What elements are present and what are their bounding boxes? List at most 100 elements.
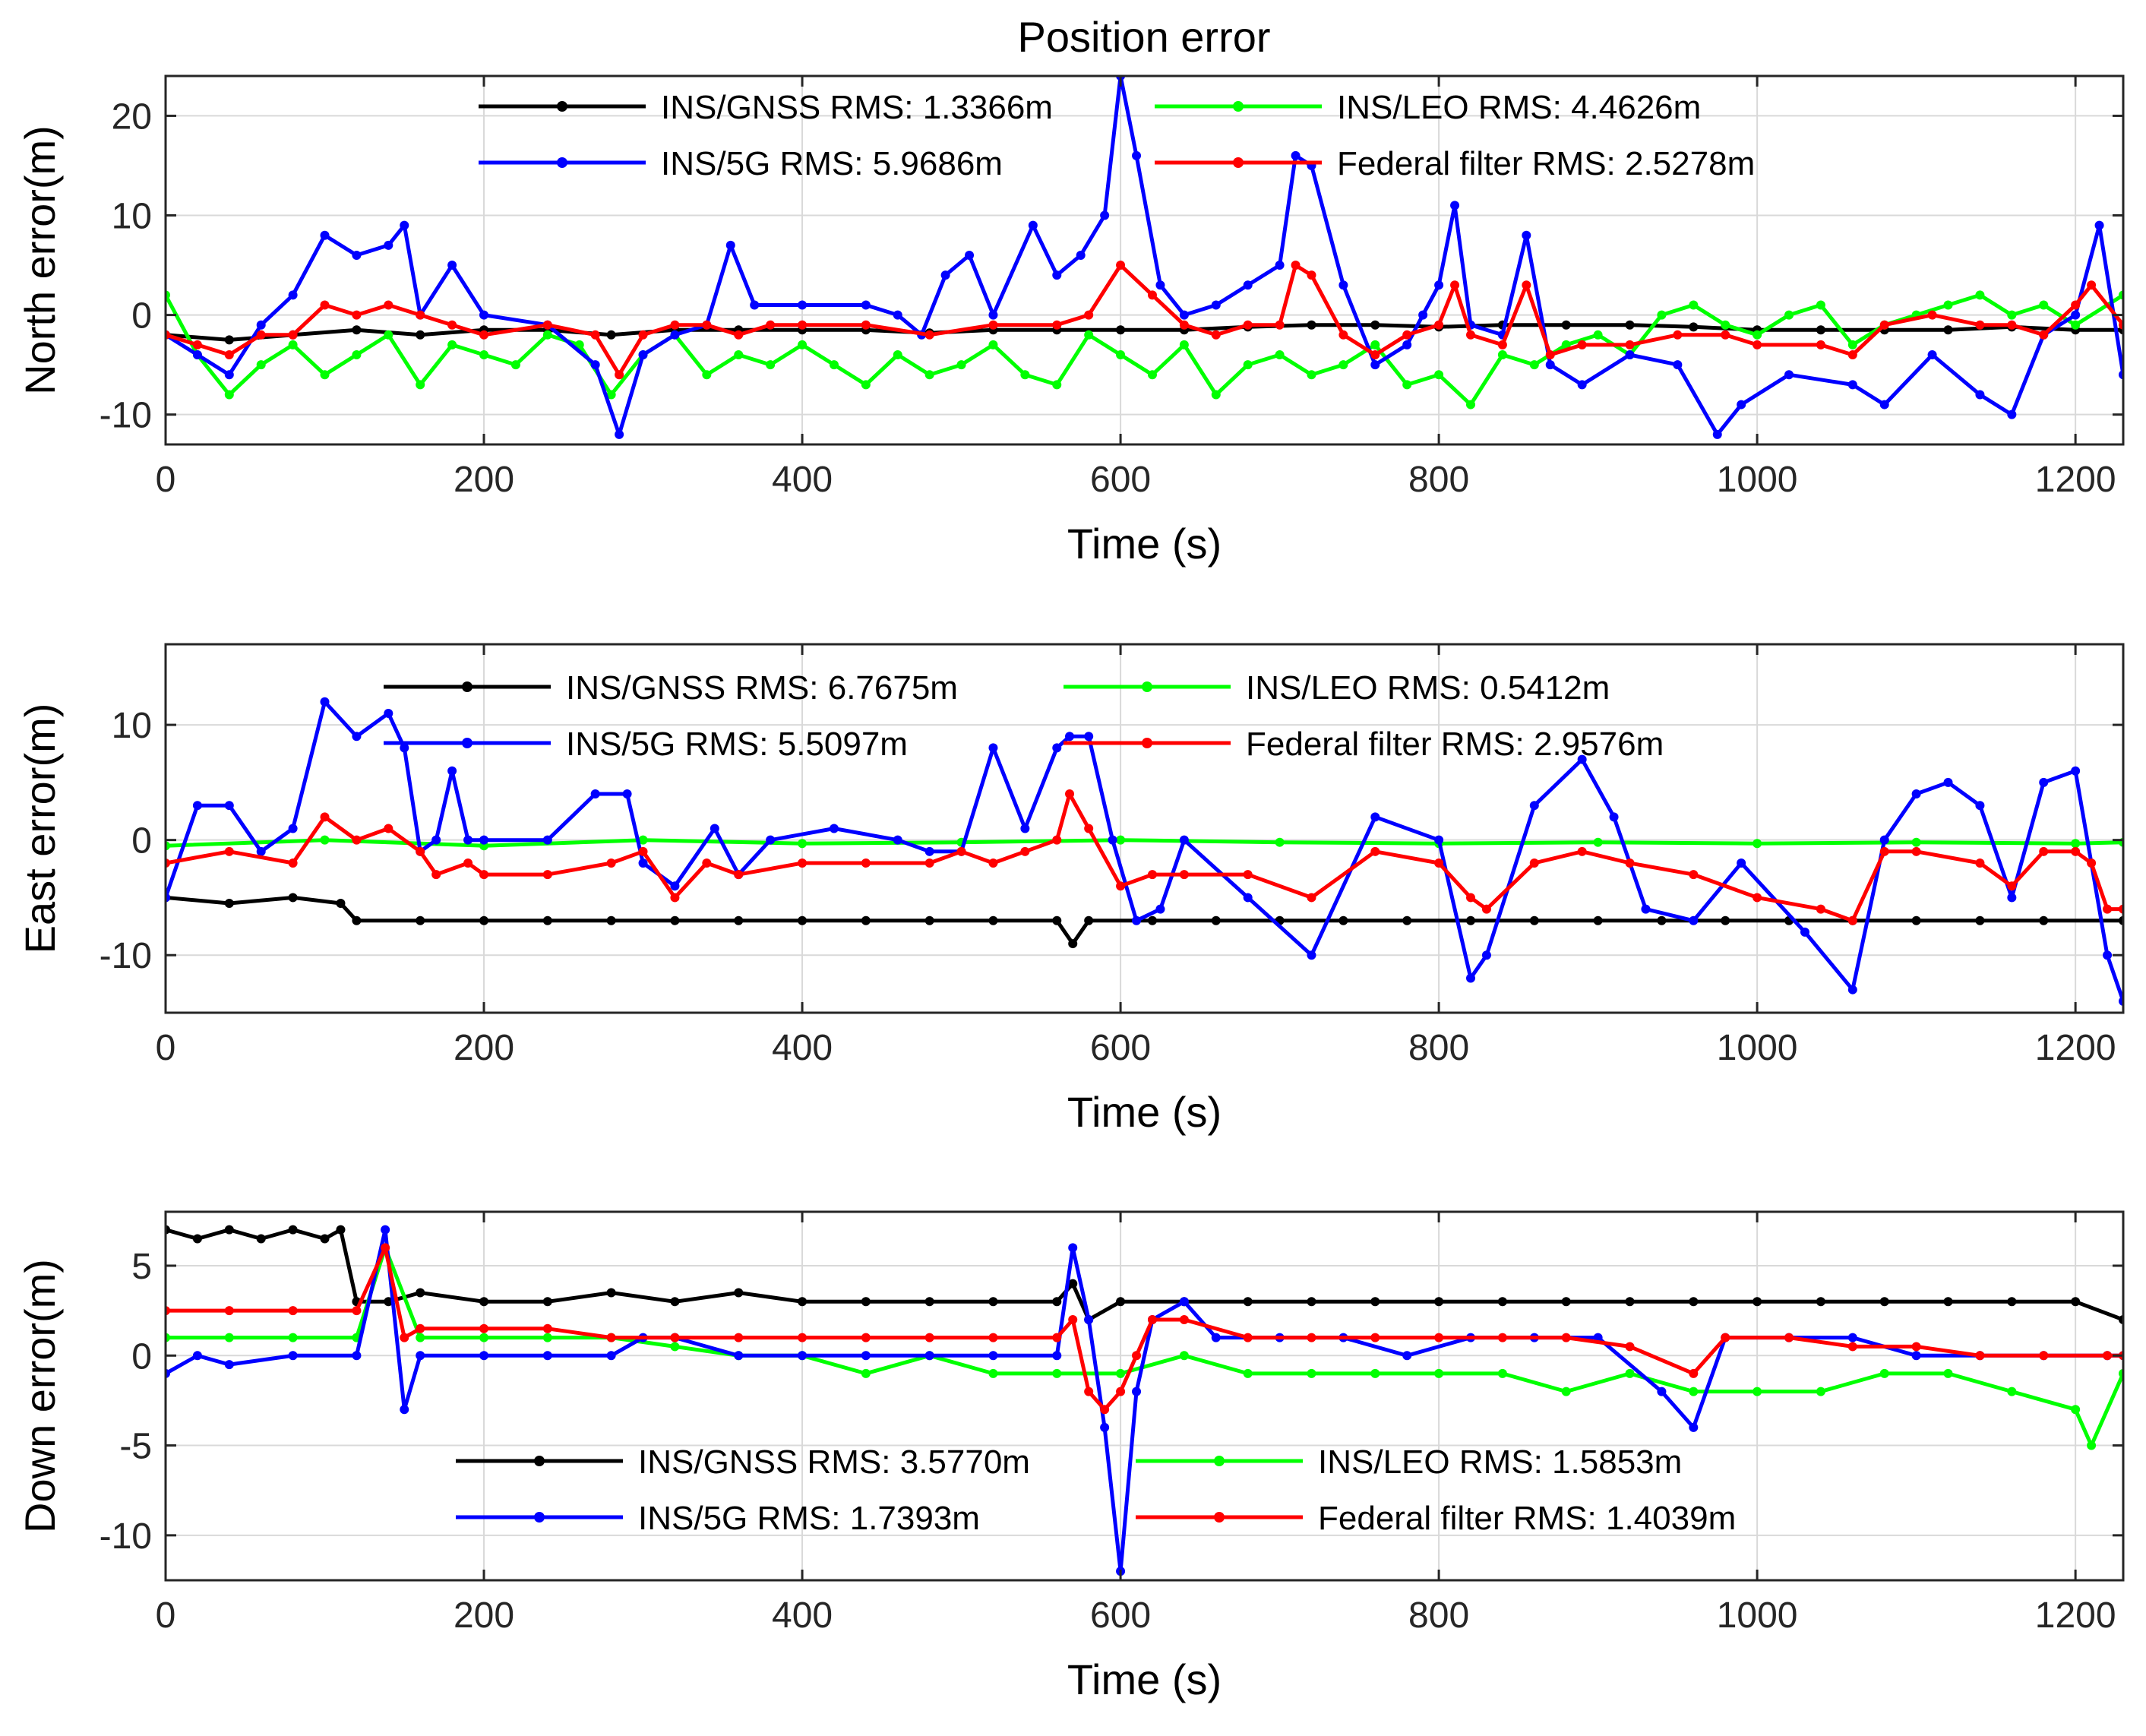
data-point-federal	[1577, 340, 1587, 349]
data-point-ins_5g	[1911, 789, 1921, 799]
legend-entry-federal: Federal filter RMS: 1.4039m	[1136, 1500, 1736, 1537]
data-point-ins_gnss	[416, 1288, 425, 1298]
x-tick-label: 200	[454, 460, 514, 500]
data-point-ins_leo	[638, 835, 648, 845]
data-point-ins_gnss	[1307, 320, 1316, 330]
data-point-ins_5g	[1800, 927, 1809, 937]
legend-label-ins_leo: INS/LEO RMS: 0.5412m	[1246, 669, 1610, 707]
y-tick-label: 0	[131, 821, 152, 862]
data-point-ins_5g	[192, 350, 202, 360]
data-point-ins_gnss	[670, 915, 680, 925]
y-axis-label: North error(m)	[16, 125, 64, 395]
data-point-ins_5g	[1155, 280, 1165, 290]
data-point-ins_gnss	[1943, 1297, 1953, 1307]
data-point-ins_5g	[1065, 732, 1075, 742]
data-point-federal	[447, 320, 457, 330]
data-point-federal	[2039, 846, 2049, 856]
data-point-ins_leo	[1847, 340, 1857, 349]
data-point-ins_leo	[1497, 1368, 1507, 1378]
data-point-ins_5g	[1402, 1351, 1412, 1361]
data-point-ins_5g	[1068, 1243, 1078, 1253]
legend-label-ins_5g: INS/5G RMS: 1.7393m	[638, 1500, 980, 1537]
data-point-ins_5g	[431, 835, 441, 845]
legend-marker-ins_5g	[534, 1512, 545, 1523]
data-point-ins_gnss	[1307, 1297, 1316, 1307]
data-point-federal	[1497, 1333, 1507, 1342]
data-point-federal	[1847, 915, 1857, 925]
data-point-federal	[798, 858, 808, 868]
data-point-ins_leo	[1911, 837, 1921, 847]
data-point-federal	[1068, 1314, 1078, 1324]
x-axis-label: Time (s)	[1067, 1088, 1222, 1136]
data-point-ins_5g	[1712, 429, 1722, 439]
data-point-ins_gnss	[542, 1297, 552, 1307]
data-point-ins_5g	[1847, 985, 1857, 994]
series-line-ins_5g	[166, 700, 2123, 1002]
legend-label-ins_gnss: INS/GNSS RMS: 1.3366m	[661, 89, 1053, 126]
data-point-ins_5g	[2007, 893, 2017, 903]
y-tick-label: -10	[100, 1516, 152, 1557]
data-point-ins_5g	[893, 835, 902, 845]
data-point-ins_leo	[1753, 839, 1762, 849]
data-point-ins_gnss	[416, 915, 425, 925]
data-point-ins_5g	[829, 824, 839, 833]
data-point-federal	[1179, 1314, 1189, 1324]
data-point-federal	[1577, 846, 1587, 856]
data-point-ins_leo	[1879, 1368, 1889, 1378]
data-point-federal	[1975, 858, 1985, 868]
data-point-ins_5g	[1132, 915, 1142, 925]
data-point-ins_5g	[1847, 1333, 1857, 1342]
data-point-federal	[861, 858, 871, 868]
data-point-ins_leo	[1402, 380, 1412, 390]
data-point-ins_gnss	[606, 915, 616, 925]
data-point-ins_leo	[1625, 1368, 1635, 1378]
data-point-ins_gnss	[352, 325, 362, 335]
data-point-federal	[1497, 340, 1507, 349]
data-point-ins_leo	[734, 350, 744, 360]
legend-label-ins_gnss: INS/GNSS RMS: 6.7675m	[566, 669, 958, 707]
data-point-federal	[1100, 1405, 1110, 1415]
data-point-federal	[288, 858, 298, 868]
data-point-federal	[1879, 320, 1889, 330]
data-point-ins_gnss	[1879, 1297, 1889, 1307]
data-point-federal	[1370, 1333, 1380, 1342]
data-point-ins_5g	[2007, 409, 2017, 419]
data-point-ins_leo	[1116, 835, 1126, 845]
data-point-federal	[1179, 320, 1189, 330]
legend-entry-ins_leo: INS/LEO RMS: 0.5412m	[1064, 669, 1610, 707]
data-point-ins_5g	[381, 1225, 390, 1235]
legend-label-ins_leo: INS/LEO RMS: 4.4626m	[1337, 89, 1701, 126]
data-point-ins_leo	[2071, 320, 2081, 330]
data-point-ins_5g	[1291, 150, 1301, 160]
data-point-ins_leo	[320, 370, 330, 380]
data-point-ins_5g	[1211, 300, 1221, 310]
data-point-federal	[1243, 870, 1253, 880]
x-tick-label: 600	[1090, 1595, 1151, 1636]
axes-box	[164, 643, 2125, 1014]
data-point-ins_leo	[1147, 370, 1157, 380]
x-tick-label: 800	[1408, 1595, 1469, 1636]
data-point-ins_leo	[2007, 310, 2017, 320]
data-point-ins_5g	[542, 835, 552, 845]
data-point-ins_leo	[1211, 390, 1221, 400]
data-point-ins_leo	[1753, 1387, 1762, 1396]
data-point-ins_gnss	[224, 335, 234, 345]
data-point-ins_5g	[384, 708, 393, 718]
series-group	[166, 1225, 2123, 1576]
data-point-federal	[1132, 1351, 1142, 1361]
data-point-ins_leo	[2039, 300, 2049, 310]
data-point-ins_gnss	[479, 915, 489, 925]
data-point-ins_gnss	[1370, 320, 1380, 330]
series-group	[166, 697, 2123, 1006]
legend-marker-federal	[1214, 1512, 1225, 1523]
data-point-ins_gnss	[1434, 1297, 1444, 1307]
data-point-federal	[384, 300, 393, 310]
data-point-ins_leo	[988, 340, 998, 349]
data-point-ins_gnss	[2039, 915, 2049, 925]
data-point-federal	[766, 320, 776, 330]
data-point-ins_5g	[615, 429, 624, 439]
data-point-ins_leo	[798, 340, 808, 349]
data-point-ins_leo	[288, 340, 298, 349]
legend-entry-ins_gnss: INS/GNSS RMS: 3.5770m	[456, 1444, 1030, 1481]
